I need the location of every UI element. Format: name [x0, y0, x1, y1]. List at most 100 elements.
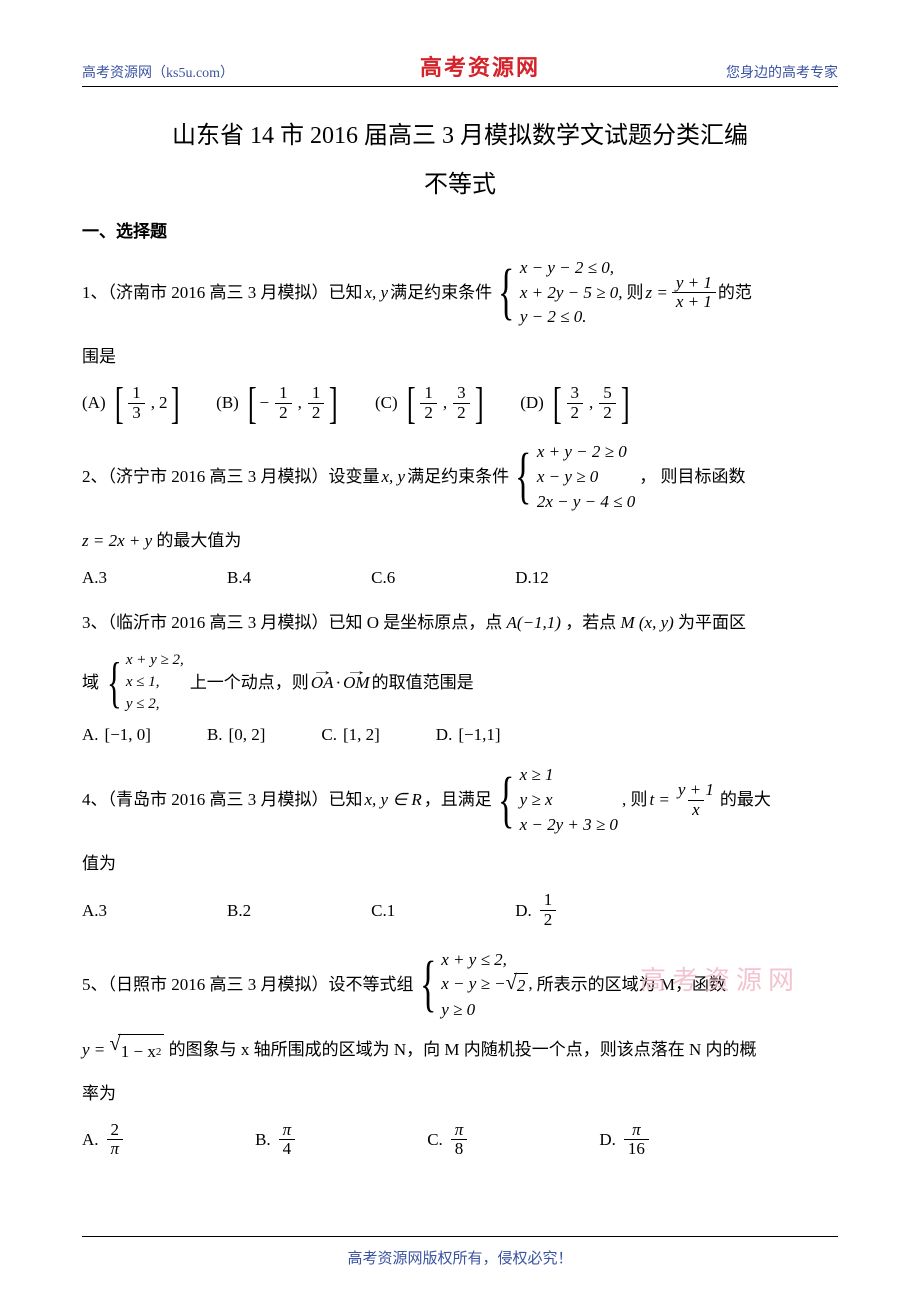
q1-tail2: 围是	[82, 340, 838, 374]
question-4: 4、（青岛市 2016 高三 3 月模拟）已知 x, y ∈ R ，且满足 { …	[82, 763, 838, 837]
q1-vars: x, y	[365, 276, 389, 310]
question-1: 1、（济南市 2016 高三 3 月模拟）已知 x, y 满足约束条件 { x …	[82, 256, 838, 330]
q2-opt-b: B.4	[227, 568, 251, 588]
q2-zexpr: z = 2x + y	[82, 531, 156, 550]
q2-sys-3: 2x − y − 4 ≤ 0	[537, 490, 635, 515]
q3-mid1: ，若点	[565, 613, 620, 632]
q3a-l: A.	[82, 725, 99, 745]
q1b-n2: 1	[308, 384, 325, 403]
q1d-d1: 2	[567, 403, 584, 423]
q4-opt-b: B.2	[227, 901, 251, 921]
q1b-neg: −	[260, 393, 270, 413]
q2-zline: z = 2x + y 的最大值为	[82, 524, 838, 558]
q1a-n1: 1	[128, 384, 145, 403]
q5-line3: 率为	[82, 1077, 838, 1111]
q3-options: A.[−1, 0] B.[0, 2] C.[1, 2] D.[−1,1]	[82, 725, 838, 745]
page-footer: 高考资源网版权所有，侵权必究！	[82, 1236, 838, 1268]
q2-lead: 2、（济宁市 2016 高三 3 月模拟）设变量	[82, 460, 380, 494]
q1-opt-c: (C) [ 12 , 32 ]	[375, 384, 486, 422]
q3-vec-om: OM	[343, 666, 369, 700]
q5a-d: π	[107, 1139, 124, 1159]
header-right: 您身边的高考专家	[726, 62, 838, 82]
q3-sys-2: x ≤ 1,	[126, 672, 184, 694]
q1-frac-den: x + 1	[672, 292, 716, 312]
q5-line2: y = √ 1 − x2 的图象与 x 轴所围成的区域为 N，向 M 内随机投一…	[82, 1033, 838, 1069]
q1-z: z =	[645, 276, 667, 310]
q1c-d2: 2	[453, 403, 470, 423]
q4-sys-2: y ≥ x	[520, 788, 618, 813]
q2-sys-1: x + y − 2 ≥ 0	[537, 440, 635, 465]
q5-sys-1: x + y ≤ 2,	[441, 948, 532, 973]
q1-opt-a: (A) [ 13 , 2 ]	[82, 384, 182, 422]
q5d-l: D.	[599, 1130, 616, 1150]
q4d-l: D.	[515, 901, 532, 921]
q4-options: A.3 B.2 C.1 D. 12	[82, 891, 838, 929]
q4-sys-3: x − 2y + 3 ≥ 0	[520, 813, 618, 838]
q5-opt-a: A. 2π	[82, 1121, 125, 1159]
q3-pointM: M (x, y)	[620, 613, 673, 632]
q4-lead: 4、（青岛市 2016 高三 3 月模拟）已知	[82, 783, 363, 817]
q4-vars: x, y ∈ R	[365, 783, 422, 817]
q5b-l: B.	[255, 1130, 271, 1150]
q1-opt-c-label: (C)	[375, 393, 398, 413]
q1-frac: y + 1 x + 1	[672, 274, 716, 312]
q4-frac-den: x	[688, 800, 704, 820]
q3-opt-b: B.[0, 2]	[207, 725, 265, 745]
q5-yeq: y =	[82, 1040, 105, 1059]
q5-opt-b: B. π4	[255, 1121, 297, 1159]
q1-system: { x − y − 2 ≤ 0, x + 2y − 5 ≥ 0, y − 2 ≤…	[498, 256, 622, 330]
q3-lead: 3、（临沂市 2016 高三 3 月模拟）已知 O 是坐标原点，点	[82, 613, 507, 632]
q4-opt-a: A.3	[82, 901, 107, 921]
q1-opt-d-label: (D)	[520, 393, 544, 413]
q1a-r: 2	[159, 393, 168, 413]
q5-tail1: 所表示的区域为 M，函数	[537, 968, 726, 1002]
q3-sys-1: x + y ≥ 2,	[126, 650, 184, 672]
q3-system: { x + y ≥ 2, x ≤ 1, y ≤ 2,	[107, 650, 184, 715]
q5-sqrt-arg: 1 − x	[121, 1035, 156, 1069]
q1-mid1: 满足约束条件	[390, 276, 492, 310]
q2-vars: x, y	[382, 460, 406, 494]
q5-sq-exp: 2	[156, 1041, 162, 1063]
q5a-l: A.	[82, 1130, 99, 1150]
q5-system: { x + y ≤ 2, x − y ≥ −√2, y ≥ 0	[420, 948, 533, 1023]
q4-mid1: ，且满足	[424, 783, 492, 817]
q3a-v: [−1, 0]	[105, 725, 151, 745]
q5b-d: 4	[279, 1139, 296, 1159]
q5-sqrt: √ 1 − x2	[110, 1034, 165, 1069]
q1-sys-1: x − y − 2 ≤ 0,	[520, 256, 623, 281]
q4-system: { x ≥ 1 y ≥ x x − 2y + 3 ≥ 0	[498, 763, 618, 837]
question-3-line1: 3、（临沂市 2016 高三 3 月模拟）已知 O 是坐标原点，点 A(−1,1…	[82, 606, 838, 640]
q2-opt-d: D.12	[515, 568, 549, 588]
q1-opt-b-label: (B)	[216, 393, 239, 413]
q4-opt-d: D. 12	[515, 891, 558, 929]
q1b-d1: 2	[275, 403, 292, 423]
q5c-l: C.	[427, 1130, 443, 1150]
q4-frac: y + 1 x	[674, 781, 718, 819]
q3-tail2: 的取值范围是	[372, 666, 474, 700]
q4-mid2: , 则	[622, 783, 648, 817]
q1a-d1: 3	[128, 403, 145, 423]
q1-frac-num: y + 1	[672, 274, 716, 293]
doc-subtitle: 不等式	[82, 164, 838, 199]
q5-opt-c: C. π8	[427, 1121, 469, 1159]
q1c-n1: 1	[420, 384, 437, 403]
q1-lead: 1、（济南市 2016 高三 3 月模拟）已知	[82, 276, 363, 310]
q1c-d1: 2	[420, 403, 437, 423]
q4-opt-c: C.1	[371, 901, 395, 921]
q5-sys-3: y ≥ 0	[441, 998, 532, 1023]
q1d-d2: 2	[599, 403, 616, 423]
q1b-d2: 2	[308, 403, 325, 423]
q3-opt-d: D.[−1,1]	[436, 725, 501, 745]
q5-options: A. 2π B. π4 C. π8 D. π16	[82, 1121, 838, 1159]
q5b-n: π	[279, 1121, 296, 1140]
q1-opt-b: (B) [ − 12 , 12 ]	[216, 384, 341, 422]
question-2: 2、（济宁市 2016 高三 3 月模拟）设变量 x, y 满足约束条件 { x…	[82, 440, 838, 514]
q3-sys-3: y ≤ 2,	[126, 694, 184, 716]
q4-frac-num: y + 1	[674, 781, 718, 800]
q2-opt-c: C.6	[371, 568, 395, 588]
q3b-l: B.	[207, 725, 223, 745]
q3-vec-oa: OA	[311, 666, 334, 700]
q3-mid2: 上一个动点，则	[190, 666, 309, 700]
q4-texpr: t =	[649, 783, 669, 817]
q4d-n: 1	[540, 891, 557, 910]
